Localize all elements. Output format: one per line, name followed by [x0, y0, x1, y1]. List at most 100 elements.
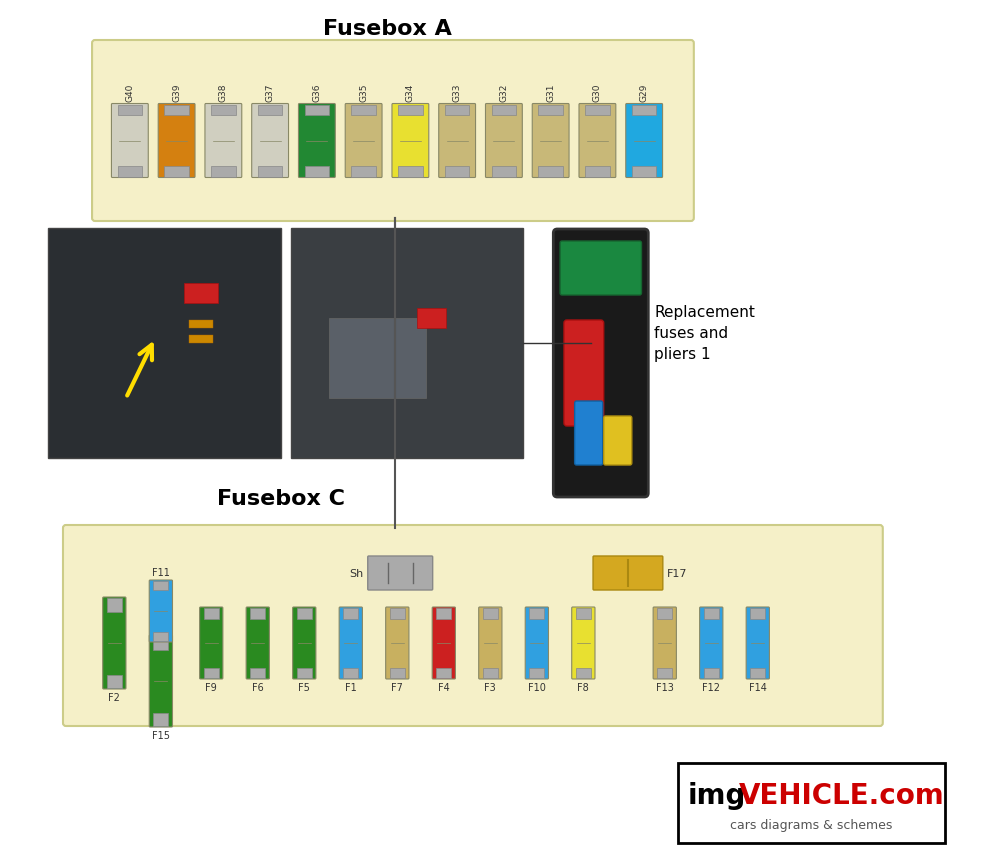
Text: F7: F7	[391, 682, 403, 692]
FancyBboxPatch shape	[149, 580, 173, 642]
Bar	[118, 166, 142, 177]
Bar	[538, 106, 563, 116]
FancyBboxPatch shape	[149, 635, 173, 727]
FancyBboxPatch shape	[200, 607, 223, 679]
Text: F14: F14	[749, 682, 767, 692]
Bar	[585, 106, 610, 116]
Bar	[657, 668, 672, 678]
Text: G35: G35	[359, 83, 369, 102]
Text: G39: G39	[172, 83, 181, 102]
FancyBboxPatch shape	[112, 104, 148, 178]
FancyBboxPatch shape	[593, 556, 663, 590]
Bar	[437, 608, 452, 618]
Bar	[189, 335, 213, 344]
FancyBboxPatch shape	[625, 104, 663, 178]
Bar	[703, 608, 718, 618]
Text: G40: G40	[125, 83, 134, 102]
Text: F4: F4	[438, 682, 450, 692]
Text: F6: F6	[252, 682, 264, 692]
Text: F3: F3	[484, 682, 496, 692]
Text: VEHICLE.com: VEHICLE.com	[738, 781, 945, 809]
FancyBboxPatch shape	[746, 607, 770, 679]
Text: G31: G31	[546, 83, 555, 102]
Bar	[576, 668, 591, 678]
Bar	[352, 166, 375, 177]
Text: G34: G34	[406, 83, 415, 102]
Bar	[211, 106, 235, 116]
Bar	[483, 608, 498, 618]
Bar	[750, 608, 766, 618]
Bar	[211, 166, 235, 177]
Bar	[530, 668, 544, 678]
FancyBboxPatch shape	[246, 607, 270, 679]
Text: G32: G32	[499, 83, 509, 102]
FancyBboxPatch shape	[526, 607, 548, 679]
Text: F13: F13	[656, 682, 674, 692]
Bar	[343, 668, 359, 678]
Bar	[417, 309, 446, 328]
Bar	[258, 166, 283, 177]
Bar	[153, 632, 168, 641]
Bar	[679, 763, 945, 843]
Bar	[304, 166, 329, 177]
Bar	[343, 608, 359, 618]
Bar	[483, 668, 498, 678]
Bar	[750, 668, 766, 678]
FancyBboxPatch shape	[579, 104, 616, 178]
Text: F11: F11	[152, 567, 170, 577]
Text: cars diagrams & schemes: cars diagrams & schemes	[730, 819, 893, 832]
Bar	[164, 106, 189, 116]
Bar	[530, 608, 544, 618]
Bar	[576, 608, 591, 618]
Text: F12: F12	[702, 682, 720, 692]
Text: Fusebox C: Fusebox C	[217, 489, 345, 508]
Bar	[107, 675, 122, 688]
FancyBboxPatch shape	[560, 241, 641, 296]
Bar	[352, 106, 375, 116]
FancyBboxPatch shape	[63, 525, 883, 726]
FancyBboxPatch shape	[345, 104, 382, 178]
Bar	[153, 712, 168, 726]
FancyBboxPatch shape	[432, 607, 455, 679]
Text: G33: G33	[453, 83, 461, 102]
Bar	[703, 668, 718, 678]
Bar	[296, 668, 312, 678]
FancyBboxPatch shape	[298, 104, 335, 178]
FancyBboxPatch shape	[339, 607, 363, 679]
Bar	[492, 106, 516, 116]
Text: G29: G29	[639, 83, 649, 102]
Text: F9: F9	[206, 682, 217, 692]
FancyBboxPatch shape	[439, 104, 475, 178]
FancyBboxPatch shape	[553, 229, 648, 497]
Bar	[153, 636, 168, 650]
Text: G37: G37	[266, 83, 275, 102]
Bar	[258, 106, 283, 116]
Text: Fusebox A: Fusebox A	[323, 19, 453, 39]
Bar	[538, 166, 563, 177]
Text: F5: F5	[298, 682, 310, 692]
FancyBboxPatch shape	[485, 104, 523, 178]
Text: F8: F8	[577, 682, 589, 692]
FancyBboxPatch shape	[653, 607, 677, 679]
Text: Replacement
fuses and
pliers 1: Replacement fuses and pliers 1	[654, 305, 755, 362]
Bar	[445, 106, 469, 116]
FancyBboxPatch shape	[92, 41, 694, 222]
FancyBboxPatch shape	[572, 607, 595, 679]
FancyBboxPatch shape	[533, 104, 569, 178]
FancyBboxPatch shape	[292, 607, 316, 679]
FancyBboxPatch shape	[158, 104, 195, 178]
FancyBboxPatch shape	[604, 416, 631, 466]
Bar	[585, 166, 610, 177]
Bar	[164, 166, 189, 177]
Bar	[445, 166, 469, 177]
Text: G36: G36	[312, 83, 321, 102]
Bar	[204, 608, 218, 618]
Bar	[329, 319, 427, 398]
FancyBboxPatch shape	[479, 607, 502, 679]
FancyArrowPatch shape	[127, 345, 152, 396]
Bar	[390, 608, 405, 618]
Bar	[657, 608, 672, 618]
Bar	[398, 106, 423, 116]
Bar	[304, 106, 329, 116]
Text: img: img	[688, 781, 746, 809]
